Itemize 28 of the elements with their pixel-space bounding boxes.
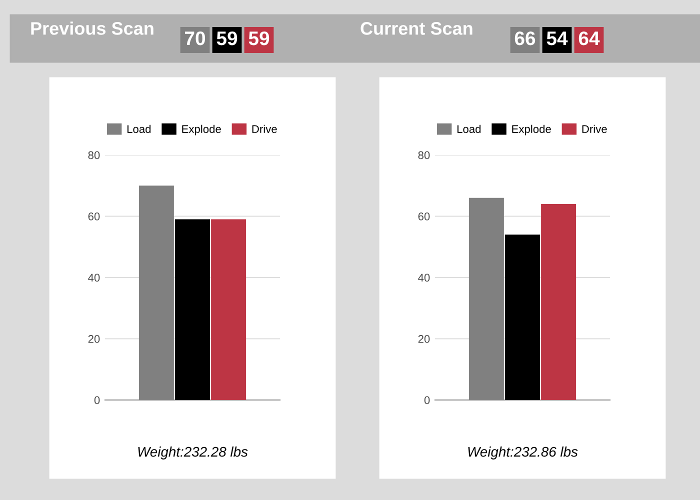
text: 64 bbox=[578, 31, 600, 46]
y-tick-label: 60 bbox=[88, 212, 100, 220]
legend-label: Explode bbox=[512, 124, 551, 136]
legend-label: Load bbox=[127, 124, 151, 134]
y-tick-label: 40 bbox=[88, 274, 100, 282]
x-axis-title: Weight:232.86 lbs bbox=[468, 446, 578, 460]
bar bbox=[541, 204, 576, 400]
legend-label: Load bbox=[457, 124, 481, 134]
chart-title: Previous Scan bbox=[31, 22, 154, 35]
y-tick-label: 40 bbox=[418, 274, 430, 282]
y-tick-label: 0 bbox=[94, 396, 100, 404]
x-axis-title: Weight:232.28 lbs bbox=[138, 446, 248, 460]
legend-label: Drive bbox=[252, 124, 277, 134]
text: 70 bbox=[185, 31, 206, 46]
text: 59 bbox=[248, 31, 270, 46]
text: 59 bbox=[216, 31, 238, 46]
bar bbox=[505, 234, 540, 400]
y-tick-label: 80 bbox=[418, 151, 430, 160]
legend-label: Explode bbox=[182, 124, 221, 136]
y-tick-label: 0 bbox=[424, 396, 430, 404]
text: 66 bbox=[514, 31, 536, 46]
text: 54 bbox=[546, 32, 568, 46]
y-tick-label: 60 bbox=[418, 212, 430, 220]
legend-label: Drive bbox=[582, 124, 607, 134]
y-tick-label: 20 bbox=[88, 335, 100, 343]
y-tick-label: 80 bbox=[88, 151, 100, 160]
chart-title: Current Scan bbox=[360, 22, 472, 35]
y-tick-label: 20 bbox=[418, 335, 430, 343]
